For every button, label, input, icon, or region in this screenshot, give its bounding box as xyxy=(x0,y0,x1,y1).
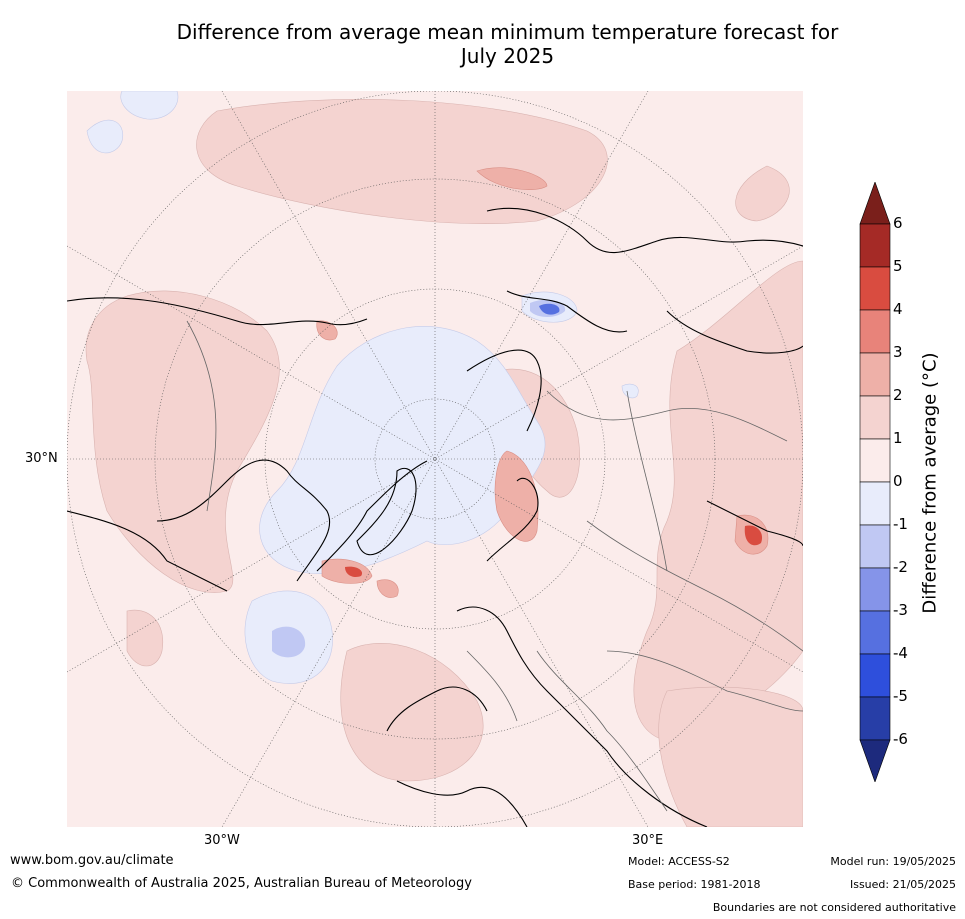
footer-base-period: Base period: 1981-2018 xyxy=(628,878,761,891)
lat-tick-30n: 30°N xyxy=(25,451,58,466)
colorbar-tick-label: -1 xyxy=(893,515,908,533)
colorbar-tick-label: 2 xyxy=(893,386,903,404)
colorbar xyxy=(859,182,891,782)
chart-title: Difference from average mean minimum tem… xyxy=(60,20,955,68)
colorbar-band-m4tom3 xyxy=(859,610,891,655)
title-line-2: July 2025 xyxy=(460,44,555,68)
anomaly-m4tom3-regions xyxy=(539,303,560,315)
colorbar-band-m2tom1 xyxy=(859,524,891,569)
colorbar-band-4to5 xyxy=(859,266,891,311)
footer-issued: Issued: 21/05/2025 xyxy=(849,878,956,891)
colorbar-band-m5tom4 xyxy=(859,653,891,698)
footer-disclaimer: Boundaries are not considered authoritat… xyxy=(712,901,956,914)
colorbar-tick-label: -2 xyxy=(893,558,908,576)
colorbar-band-0to1 xyxy=(859,438,891,483)
footer-copyright: © Commonwealth of Australia 2025, Austra… xyxy=(11,876,472,891)
lon-tick-30e: 30°E xyxy=(632,833,664,848)
colorbar-extend-above xyxy=(859,182,891,225)
colorbar-tick-label: -6 xyxy=(893,730,908,748)
anomaly-4to5-regions xyxy=(345,525,763,577)
footer-model: Model: ACCESS-S2 xyxy=(628,855,730,868)
title-line-1: Difference from average mean minimum tem… xyxy=(176,20,839,44)
colorbar-band-m6tom5 xyxy=(859,696,891,741)
footer-model-run: Model run: 19/05/2025 xyxy=(830,855,956,868)
colorbar-tick-label: 5 xyxy=(893,257,903,275)
colorbar-tick-label: 6 xyxy=(893,214,903,232)
lon-tick-30w: 30°W xyxy=(204,833,240,848)
forecast-map[interactable] xyxy=(67,91,803,827)
footer-website[interactable]: www.bom.gov.au/climate xyxy=(10,853,174,868)
colorbar-tick-label: 4 xyxy=(893,300,903,318)
colorbar-band-1to2 xyxy=(859,395,891,440)
colorbar-band-m3tom2 xyxy=(859,567,891,612)
country-boundaries xyxy=(186,320,803,812)
coastlines xyxy=(67,207,803,827)
colorbar-tick-label: -5 xyxy=(893,687,908,705)
colorbar-tick-label: -3 xyxy=(893,601,908,619)
colorbar-tick-label: 3 xyxy=(893,343,903,361)
colorbar-title: Difference from average (°C) xyxy=(919,352,941,614)
colorbar-tick-label: 1 xyxy=(893,429,903,447)
colorbar-band-2to3 xyxy=(859,352,891,397)
graticule xyxy=(67,91,803,827)
colorbar-band-5to6 xyxy=(859,223,891,268)
map-svg xyxy=(67,91,803,827)
colorbar-band-3to4 xyxy=(859,309,891,354)
colorbar-band-m1to0 xyxy=(859,481,891,526)
colorbar-tick-label: -4 xyxy=(893,644,908,662)
colorbar-extend-below xyxy=(859,739,891,782)
colorbar-tick-label: 0 xyxy=(893,472,903,490)
